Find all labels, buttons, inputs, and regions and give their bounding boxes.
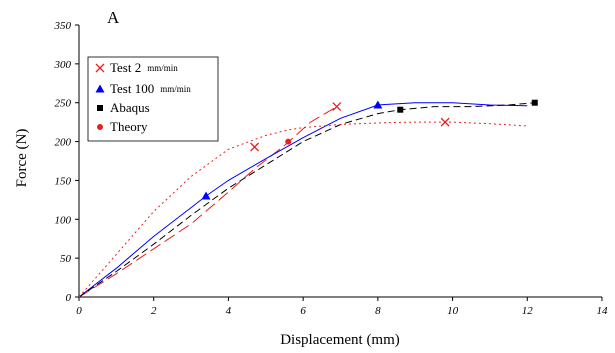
- abaqus-marker: [531, 99, 538, 106]
- x-tick-label: 6: [300, 305, 306, 317]
- abaqus-legend-label: Abaqus: [110, 100, 150, 115]
- abaqus-legend-marker: [97, 105, 103, 111]
- y-axis-title: Force (N): [14, 129, 30, 188]
- test-2-legend-label: Test 2: [110, 60, 141, 75]
- test-100-legend-marker: [95, 84, 105, 93]
- test-100-marker: [373, 100, 383, 109]
- abaqus-marker: [397, 106, 404, 113]
- legend: Test 2 mm/min Test 100 mm/min Abaqus Theory: [87, 56, 219, 142]
- y-tick-label: 250: [55, 98, 72, 110]
- y-tick-label: 200: [55, 137, 72, 149]
- test-100-marker: [201, 191, 211, 200]
- theory-legend-label: Theory: [110, 119, 148, 134]
- test-100-legend-label: Test 100: [110, 81, 154, 96]
- test-2-marker: [250, 142, 260, 152]
- y-tick-label: 150: [55, 175, 72, 187]
- x-tick-label: 2: [151, 305, 157, 317]
- test-2-series-line: [78, 106, 338, 298]
- x-tick-label: 0: [76, 305, 82, 317]
- x-tick-label: 12: [522, 305, 534, 317]
- theory-series-line: [78, 121, 528, 298]
- test-2-legend-unit: mm/min: [147, 63, 178, 73]
- x-tick-label: 14: [597, 305, 609, 317]
- y-tick-label: 0: [66, 292, 72, 304]
- x-tick-label: 4: [226, 305, 232, 317]
- x-tick-label: 10: [447, 305, 459, 317]
- y-tick-label: 100: [55, 214, 72, 226]
- x-tick-label: 8: [375, 305, 381, 317]
- y-tick-label: 50: [60, 253, 72, 265]
- abaqus-series-line: [78, 102, 535, 298]
- test-2-legend-marker: [95, 63, 105, 73]
- test-100-series-line: [78, 102, 528, 298]
- x-axis-title: Displacement (mm): [280, 332, 400, 348]
- y-tick-label: 300: [54, 59, 72, 71]
- y-tick-label: 350: [54, 20, 72, 32]
- legend-box: [87, 56, 219, 142]
- test-2-marker: [440, 117, 450, 127]
- test-2-marker: [332, 102, 342, 112]
- panel-label: A: [107, 8, 120, 27]
- theory-legend-marker: [97, 124, 103, 130]
- theory-marker: [285, 138, 292, 145]
- test-100-legend-unit: mm/min: [160, 84, 191, 94]
